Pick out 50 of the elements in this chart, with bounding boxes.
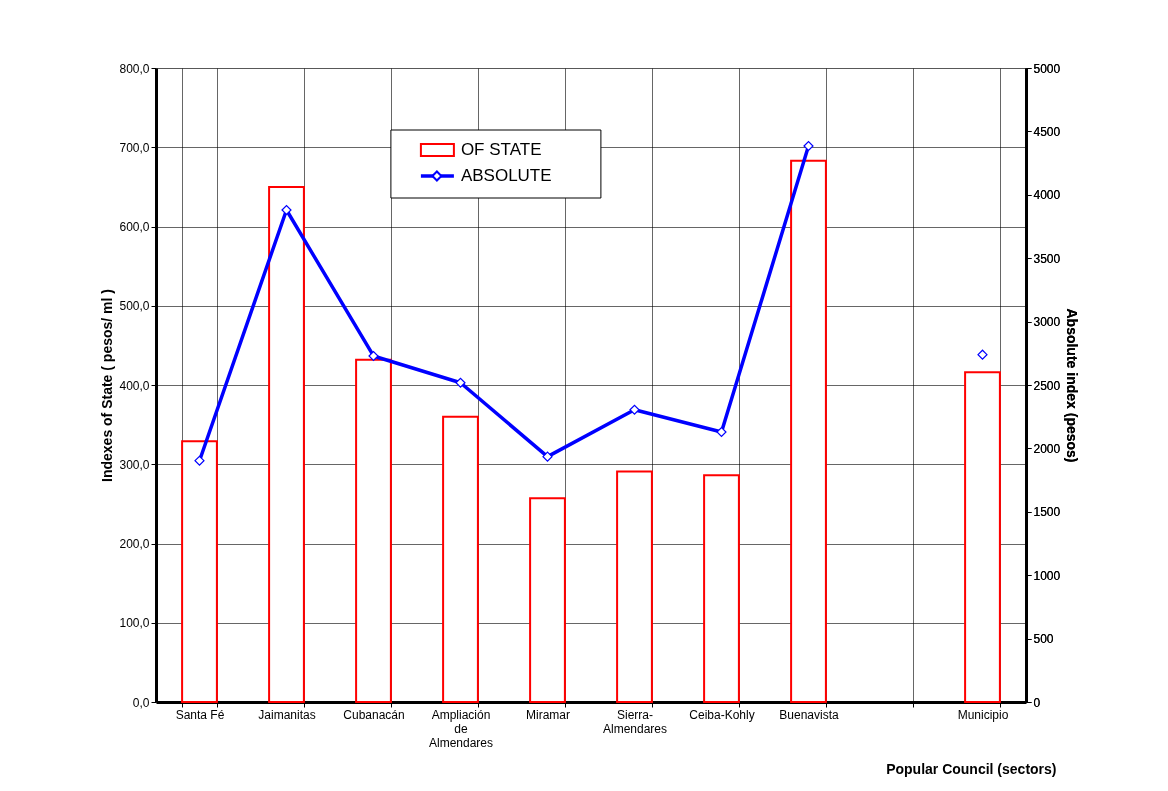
y2-tick-label: 4000 bbox=[1033, 188, 1061, 203]
x-tick-label: Jaimanitas bbox=[258, 707, 316, 722]
x-tick-label: Ampliación de Almendares bbox=[428, 707, 494, 750]
point bbox=[803, 140, 814, 152]
bar bbox=[181, 440, 218, 703]
y2-tick-label: 500 bbox=[1033, 632, 1054, 647]
y2-tick-label: 1000 bbox=[1033, 568, 1061, 583]
y-tick-label: 100,0 bbox=[119, 616, 150, 631]
y-tick-label: 0,0 bbox=[132, 695, 150, 710]
bar bbox=[616, 470, 653, 703]
y2-tick-label: 2000 bbox=[1033, 441, 1061, 456]
point bbox=[281, 204, 292, 216]
y2-tick-label: 2500 bbox=[1033, 378, 1061, 393]
y2-tick-label: 1500 bbox=[1033, 505, 1061, 520]
bar bbox=[442, 415, 479, 703]
y-axis-title: Indexes of State ( pesos/ ml ) bbox=[99, 289, 116, 482]
y-tick-label: 200,0 bbox=[119, 537, 150, 551]
bar bbox=[703, 474, 740, 703]
point bbox=[455, 377, 466, 388]
bar bbox=[268, 185, 305, 703]
x-tick-label: Sierra-Almendares bbox=[602, 707, 668, 736]
y-tick-label: 700,0 bbox=[119, 140, 150, 155]
y-tick-label: 500,0 bbox=[119, 299, 150, 314]
point bbox=[368, 350, 379, 362]
y-tick-label: 300,0 bbox=[119, 457, 150, 472]
x-tick-label: Miramar bbox=[526, 707, 570, 722]
y2-axis-title: Absolute index (pesos) bbox=[1064, 308, 1081, 463]
x-tick-label: Buenavista bbox=[779, 707, 840, 722]
point bbox=[629, 404, 640, 415]
legend-label: ABSOLUTE bbox=[460, 166, 552, 185]
x-tick-label: Ceiba-Kohly bbox=[689, 707, 755, 722]
y-tick-label: 600,0 bbox=[119, 220, 150, 234]
y2-tick-label: 3500 bbox=[1033, 251, 1061, 266]
y2-tick-label: 3000 bbox=[1033, 315, 1061, 330]
y2-tick-label: 0 bbox=[1033, 695, 1041, 710]
bar bbox=[529, 497, 566, 703]
x-tick-label: Santa Fé bbox=[175, 707, 225, 722]
y2-tick-label: 5000 bbox=[1033, 61, 1061, 76]
y2-tick-label: 4500 bbox=[1033, 124, 1061, 139]
point bbox=[542, 451, 553, 462]
legend-label: OF STATE bbox=[460, 140, 542, 159]
bar bbox=[964, 371, 1001, 703]
x-tick-label: Cubanacán bbox=[343, 707, 405, 722]
point bbox=[716, 426, 727, 438]
x-axis-title: Popular Council (sectors) bbox=[886, 760, 1057, 777]
point bbox=[194, 455, 205, 466]
y-tick-label: 800,0 bbox=[119, 61, 150, 76]
bar bbox=[790, 159, 827, 703]
y-tick-label: 400,0 bbox=[119, 378, 150, 393]
x-tick-label: Municipio bbox=[957, 707, 1009, 722]
